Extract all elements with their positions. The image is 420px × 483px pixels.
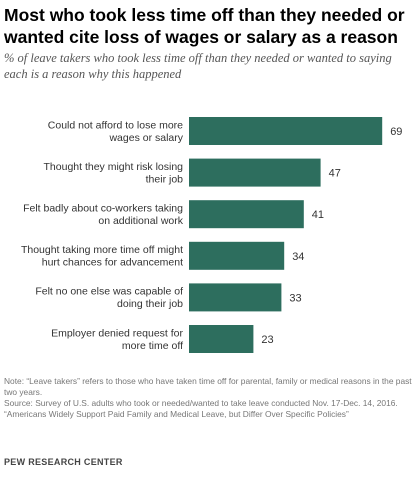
source-text: Source: Survey of U.S. adults who took o… bbox=[4, 398, 398, 408]
chart-footnotes: Note: “Leave takers” refers to those who… bbox=[4, 376, 418, 420]
value-label-1: 69 bbox=[390, 126, 402, 138]
bar-2 bbox=[189, 158, 321, 187]
report-title-text: “Americans Widely Support Paid Family an… bbox=[4, 409, 349, 419]
value-label-4: 34 bbox=[292, 251, 304, 263]
value-label-3: 41 bbox=[312, 209, 324, 221]
category-label-1: Could not afford to lose more wages or sa… bbox=[48, 119, 184, 144]
value-label-6: 23 bbox=[261, 334, 273, 346]
value-label-5: 33 bbox=[289, 292, 301, 304]
chart-subtitle: % of leave takers who took less time off… bbox=[4, 51, 392, 81]
note-text: Note: “Leave takers” refers to those who… bbox=[4, 376, 412, 397]
organization-name: PEW RESEARCH CENTER bbox=[4, 457, 123, 467]
category-label-5: Felt no one else was capable of doing the… bbox=[35, 286, 183, 311]
bar-3 bbox=[189, 200, 304, 229]
bar-chart: Could not afford to lose more wages or sa… bbox=[21, 117, 402, 353]
value-label-2: 47 bbox=[329, 168, 341, 180]
category-label-4: Thought taking more time off might hurt c… bbox=[21, 244, 183, 268]
category-label-6: Employer denied request for more time off bbox=[51, 327, 183, 352]
bar-1 bbox=[189, 117, 383, 145]
category-label-2: Thought they might risk losing their job bbox=[44, 161, 184, 186]
bar-6 bbox=[189, 325, 254, 353]
chart-title: Most who took less time off than they ne… bbox=[4, 5, 405, 47]
bar-4 bbox=[189, 241, 285, 270]
category-label-3: Felt badly about co-workers taking on add… bbox=[23, 202, 184, 227]
bar-5 bbox=[189, 283, 282, 312]
